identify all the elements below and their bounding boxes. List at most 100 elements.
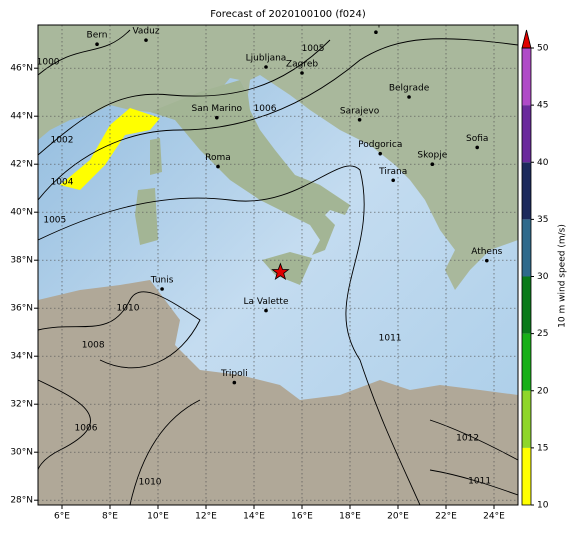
y-tick-label: 34°N: [10, 352, 33, 362]
colorbar-segment: [522, 219, 531, 277]
map-background: 1000 1002 1004 1005 1005 1006 1010 1008 1006 1010…: [37, 19, 518, 505]
city-label: Tunis: [150, 276, 174, 286]
city-label: Ljubljana: [246, 54, 287, 64]
colorbar-tick-label: 15: [537, 443, 548, 453]
colorbar-tick-label: 30: [537, 272, 549, 282]
x-tick-label: 20°E: [387, 512, 409, 522]
city-dot: [378, 151, 383, 156]
isobar: [429, 469, 518, 496]
city-dot: [264, 308, 268, 313]
isobar: [38, 39, 331, 156]
isobar: [38, 379, 91, 471]
y-tick-label: 46°N: [10, 64, 33, 74]
colorbar-segment: [522, 447, 531, 505]
isobar-label: 1008: [82, 341, 105, 351]
map-frame: [37, 24, 519, 506]
map-layer: 1000 1002 1004 1005 1005 1006 1010 1008 1006 1010…: [37, 19, 518, 505]
isobar-label: 1006: [75, 424, 98, 434]
colorbar-extend: [521, 29, 532, 49]
city-label: La Valette: [244, 297, 289, 307]
europe: [38, 25, 518, 290]
corsica: [150, 138, 162, 175]
y-tick-label: 32°N: [10, 400, 33, 410]
y-tick-label: 38°N: [10, 256, 33, 266]
isobar: [38, 29, 131, 76]
city-dot: [160, 287, 164, 291]
city-dot: [95, 42, 99, 46]
colorbar-segment: [522, 390, 531, 448]
city-label: Bern: [87, 31, 108, 41]
colorbar-tick-label: 45: [537, 101, 548, 111]
city-dot: [475, 145, 480, 150]
colorbar-segment: [522, 162, 531, 220]
isobar-label: 1011: [468, 477, 491, 487]
x-tick-label: 10°E: [147, 512, 169, 522]
isobar-label: 1011: [379, 334, 402, 344]
city-dot: [144, 38, 148, 42]
colorbar-tick-label: 20: [537, 386, 549, 396]
city-label: San Marino: [192, 104, 243, 114]
city-dot: [300, 71, 304, 75]
colorbar-label: 10 m wind speed (m/s): [558, 224, 568, 328]
colorbar-segment: [522, 333, 531, 391]
city-label: Zagreb: [286, 60, 318, 70]
x-tick-label: 14°E: [243, 512, 265, 522]
city-dot: [216, 164, 220, 169]
isobar: [38, 38, 518, 201]
y-tick-label: 42°N: [10, 160, 33, 170]
colorbar-tick-label: 40: [537, 158, 549, 168]
isobar-label: 1002: [51, 136, 74, 146]
city-label: Budapest: [355, 19, 398, 29]
colorbar-tick-label: 50: [537, 44, 549, 54]
colorbar-segment: [522, 48, 531, 106]
italy: [150, 80, 350, 255]
city-label: Sofia: [466, 134, 488, 144]
sardinia: [135, 188, 158, 245]
title: Forecast of 2020100100 (f024): [210, 9, 366, 20]
city-label: Tirana: [378, 167, 407, 177]
city-label: Tripoli: [220, 369, 248, 379]
isobar: [429, 419, 518, 461]
x-tick-label: 12°E: [195, 512, 217, 522]
city-dot: [407, 95, 411, 99]
y-tick-label: 44°N: [10, 112, 33, 122]
city-label: Vaduz: [132, 27, 159, 37]
colorbar-tick-label: 35: [537, 215, 548, 225]
y-tick-label: 28°N: [10, 496, 33, 506]
x-tick-label: 24°E: [483, 512, 505, 522]
north-africa: [38, 280, 518, 505]
y-tick-label: 40°N: [10, 208, 33, 218]
x-tick-label: 6°E: [54, 512, 70, 522]
isobar-label: 1004: [51, 178, 74, 188]
colorbar-segment: [522, 105, 531, 163]
marker-star: [271, 262, 290, 281]
axes-layer: 6°E 8°E 10°E 12°E 14°E 16°E 18°E 20°E 22°E 24°E 28…: [10, 29, 549, 522]
isobar-label: 1012: [456, 433, 479, 443]
y-tick-label: 30°N: [10, 448, 33, 458]
city-dot: [391, 178, 396, 183]
city-label: Sarajevo: [340, 106, 380, 116]
city-label: Athens: [471, 247, 502, 257]
city-label: Belgrade: [389, 84, 430, 94]
x-tick-label: 22°E: [435, 512, 457, 522]
isobar: [38, 165, 421, 505]
city-dot: [264, 65, 268, 69]
isobar-label: 1005: [43, 216, 66, 226]
city-dot: [232, 380, 237, 385]
city-dot: [357, 118, 362, 122]
city-label: Skopje: [417, 151, 447, 161]
x-tick-label: 8°E: [102, 512, 118, 522]
city-dot: [430, 162, 435, 166]
colorbar-tick-label: 25: [537, 329, 548, 339]
isobar: [38, 291, 201, 369]
y-tick-label: 36°N: [10, 304, 33, 314]
city-dot: [215, 115, 219, 120]
city-dot: [485, 258, 489, 263]
city-dot: [374, 30, 378, 34]
isobar-label: 1010: [117, 304, 140, 314]
isobar-label: 1000: [37, 58, 60, 68]
isobar-label: 1010: [139, 478, 162, 488]
isobar-label: 1005: [302, 44, 325, 54]
x-tick-label: 18°E: [339, 512, 361, 522]
